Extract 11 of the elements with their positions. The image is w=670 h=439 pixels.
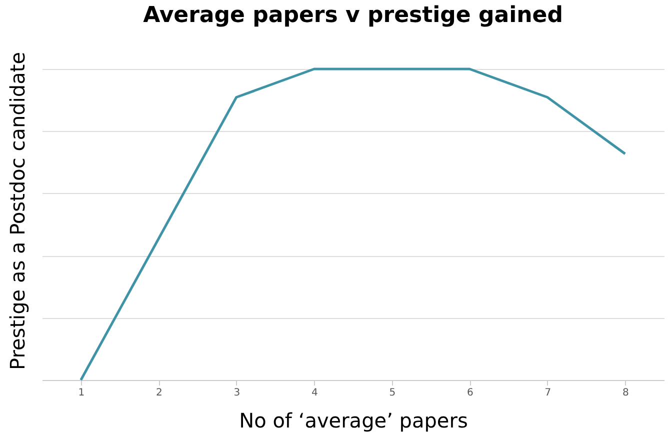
x-tick-label: 8 xyxy=(622,388,629,398)
x-tick-label: 2 xyxy=(156,388,162,398)
chart-title: Average papers v prestige gained xyxy=(143,3,563,28)
x-tick-label: 5 xyxy=(389,388,396,398)
x-tick-label: 1 xyxy=(78,388,85,398)
x-tick-label: 4 xyxy=(311,388,318,398)
x-axis-title: No of ‘average’ papers xyxy=(239,408,468,432)
y-axis-title: Prestige as a Postdoc candidate xyxy=(6,52,30,370)
x-tick-label: 3 xyxy=(234,388,240,398)
x-tick-label: 7 xyxy=(544,388,552,398)
x-tick-label: 6 xyxy=(466,388,474,398)
